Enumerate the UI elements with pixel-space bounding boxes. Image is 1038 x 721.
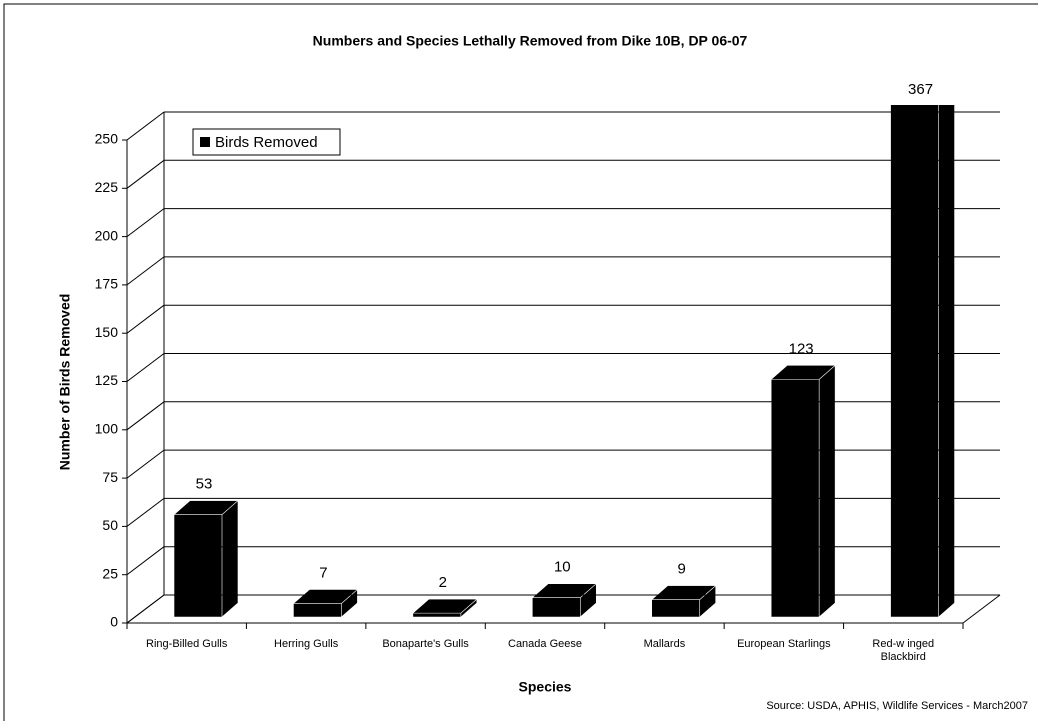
y-tick-label: 50 [102, 517, 118, 533]
legend-swatch [200, 137, 210, 147]
value-label: 367 [908, 81, 933, 98]
y-tick-label: 75 [102, 469, 118, 485]
value-label: 7 [319, 564, 327, 581]
legend-label: Birds Removed [215, 134, 318, 151]
bar [890, 105, 955, 618]
grid-line [126, 111, 165, 141]
x-tick-label: Herring Gulls [274, 638, 339, 650]
grid-line [126, 208, 165, 237]
x-tick-label: Bonaparte's Gulls [382, 638, 469, 650]
grid-line [126, 594, 165, 624]
grid-line [126, 401, 165, 431]
grid-line [126, 498, 165, 527]
y-tick-label: 25 [102, 565, 118, 581]
bar-face [770, 364, 836, 618]
bar [292, 588, 359, 618]
bar [173, 499, 239, 618]
value-label: 9 [678, 561, 686, 578]
x-tick-label: Mallards [643, 638, 686, 650]
bar [650, 584, 717, 618]
grid-line [126, 304, 165, 334]
bar-face [650, 584, 717, 618]
x-tick-label: European Starlings [737, 638, 831, 650]
value-label: 53 [196, 476, 213, 493]
bar [770, 364, 836, 618]
chart-title: Numbers and Species Lethally Removed fro… [313, 33, 748, 49]
y-tick-label: 100 [95, 421, 119, 437]
grid-line [126, 256, 165, 286]
y-tick-label: 225 [95, 179, 119, 195]
legend-box [192, 128, 341, 156]
source-note: Source: USDA, APHIS, Wildlife Services -… [766, 700, 1028, 712]
grid-line [126, 449, 165, 479]
bar-face [412, 598, 478, 618]
y-tick-label: 125 [95, 372, 119, 388]
bar-face [890, 105, 955, 618]
x-axis-label: Species [519, 679, 572, 695]
y-tick-label: 175 [95, 276, 119, 292]
bar [412, 598, 478, 618]
x-tick-label: Red-w inged Blackbird [872, 638, 935, 663]
floor-edge [962, 594, 1001, 624]
x-tick-label: Canada Geese [508, 638, 582, 650]
bar-face [531, 583, 598, 618]
value-label: 2 [439, 574, 447, 591]
bar-face [292, 588, 359, 618]
y-axis-label: Number of Birds Removed [57, 294, 73, 471]
y-tick-label: 150 [95, 324, 119, 340]
value-label: 10 [554, 559, 571, 576]
grid-line [126, 353, 165, 382]
x-tick-label: Ring-Billed Gulls [146, 638, 228, 650]
grid-line [126, 159, 165, 189]
y-tick-label: 250 [95, 131, 119, 147]
plot-area [173, 105, 955, 618]
bar [531, 583, 598, 618]
chart-border [3, 3, 1038, 721]
bar-face [173, 499, 239, 618]
y-tick-label: 200 [95, 227, 119, 243]
value-label: 123 [789, 340, 814, 357]
grid-line [126, 546, 165, 576]
y-tick-label: 0 [110, 614, 118, 630]
